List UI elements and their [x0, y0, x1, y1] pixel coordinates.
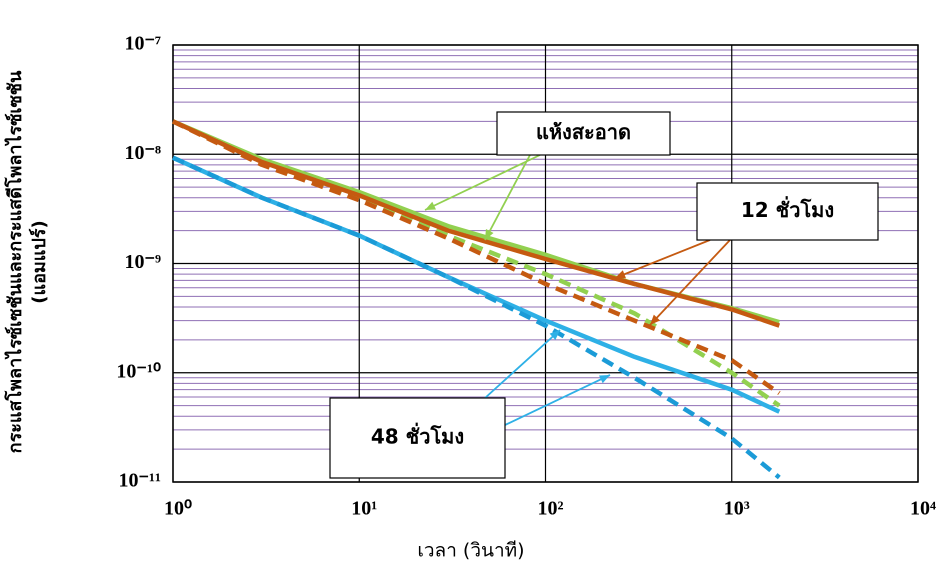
callout-text: 48 ชั่วโมง — [371, 422, 464, 449]
y-tick-label: 10⁻⁹ — [124, 251, 161, 273]
callout-arrowhead — [485, 229, 494, 240]
x-tick-label: 10² — [538, 498, 564, 520]
callout-line — [484, 329, 561, 399]
callout-line — [649, 239, 731, 326]
y-tick-label: 10⁻¹⁰ — [116, 360, 161, 382]
callout-box — [329, 397, 506, 479]
x-tick-label: 10¹ — [351, 498, 377, 520]
y-tick-label: 10⁻¹¹ — [118, 470, 161, 492]
x-tick-label: 10⁴ — [910, 498, 936, 520]
callout-text: 12 ชั่วโมง — [741, 195, 834, 222]
callout-box — [496, 111, 671, 156]
callout-arrowhead — [549, 330, 560, 340]
series-line — [172, 119, 781, 396]
x-axis-label: เวลา (วินาที) — [417, 540, 524, 562]
series-line — [172, 155, 781, 480]
callout-text: แห้งสะอาด — [536, 120, 631, 144]
callout-line — [614, 239, 711, 279]
callout-line — [504, 374, 611, 426]
plot-border — [172, 44, 919, 483]
y-tick-label: 10⁻⁷ — [124, 33, 161, 55]
callout-box — [696, 182, 879, 241]
callout-arrowhead — [599, 375, 610, 384]
y-axis-label: กระแสโพลาไรซ์เซชันและกระแสดีโพลาไรซ์เซชั… — [4, 70, 26, 453]
x-tick-label: 10⁰ — [164, 498, 192, 520]
callout-line — [484, 154, 531, 241]
series-line — [172, 119, 781, 328]
callout-arrowhead — [425, 201, 436, 210]
callout-arrowhead — [650, 314, 661, 325]
x-tick-label: 10³ — [724, 498, 750, 520]
callout-line — [424, 154, 541, 211]
callout-arrowhead — [615, 270, 626, 279]
y-tick-label: 10⁻⁸ — [124, 142, 161, 164]
y-axis-label: (แอมแปร์) — [28, 220, 50, 303]
